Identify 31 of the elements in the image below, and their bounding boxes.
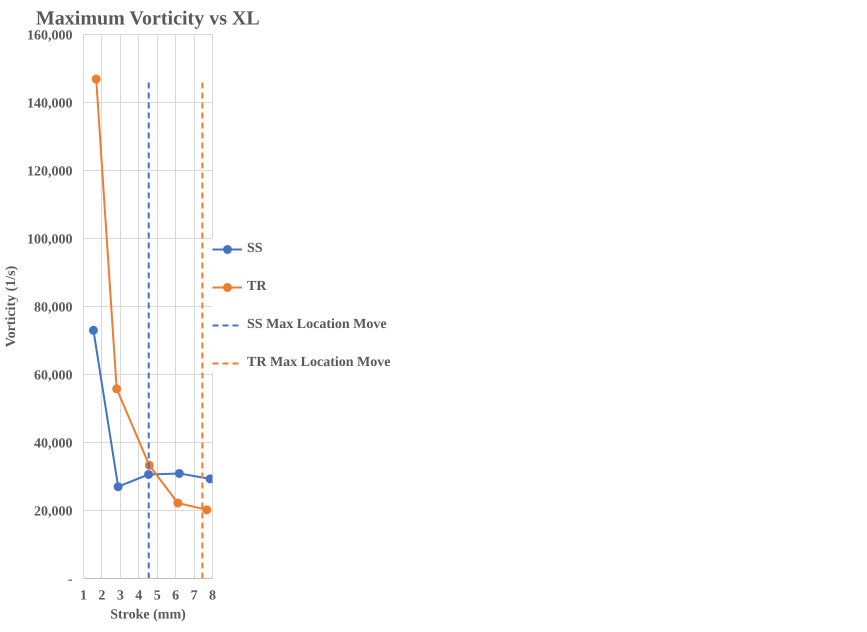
point	[173, 498, 182, 508]
y-tick-label: 100,000	[27, 232, 72, 248]
point	[112, 384, 122, 394]
y-tick-label: 140,000	[27, 96, 72, 112]
y-tick-label: 40,000	[34, 436, 72, 452]
point	[88, 326, 98, 335]
x-axis-title: Stroke (mm)	[110, 608, 186, 622]
x-tick-label: 6	[172, 588, 180, 604]
x-tick-label: 4	[135, 588, 142, 604]
y-tick-label: 160,000	[27, 28, 72, 44]
y-tick-label: 60,000	[34, 368, 72, 384]
x-tick-label: 3	[116, 588, 124, 604]
x-tick-label: 1	[80, 588, 87, 604]
point	[114, 482, 123, 492]
y-tick-label: 20,000	[34, 504, 72, 520]
chart-title: Maximum Vorticity vs XL	[36, 8, 260, 30]
y-axis-title: Vorticity (1/s)	[4, 265, 19, 348]
point	[92, 74, 101, 84]
x-tick-label: 7	[190, 588, 198, 604]
point	[174, 468, 184, 478]
legend-label: TR	[247, 279, 268, 295]
y-tick-label: 80,000	[34, 300, 72, 316]
legend-label: TR Max Location Move	[247, 355, 390, 371]
y-tick-label: 120,000	[27, 164, 72, 180]
x-tick-label: 8	[209, 588, 216, 604]
legend-label: SS Max Location Move	[247, 317, 387, 333]
point	[202, 505, 212, 514]
legend-label: SS	[247, 241, 264, 257]
x-tick-label: 5	[154, 588, 161, 604]
y-tick-label: -	[68, 572, 73, 588]
x-tick-label: 2	[98, 588, 106, 604]
